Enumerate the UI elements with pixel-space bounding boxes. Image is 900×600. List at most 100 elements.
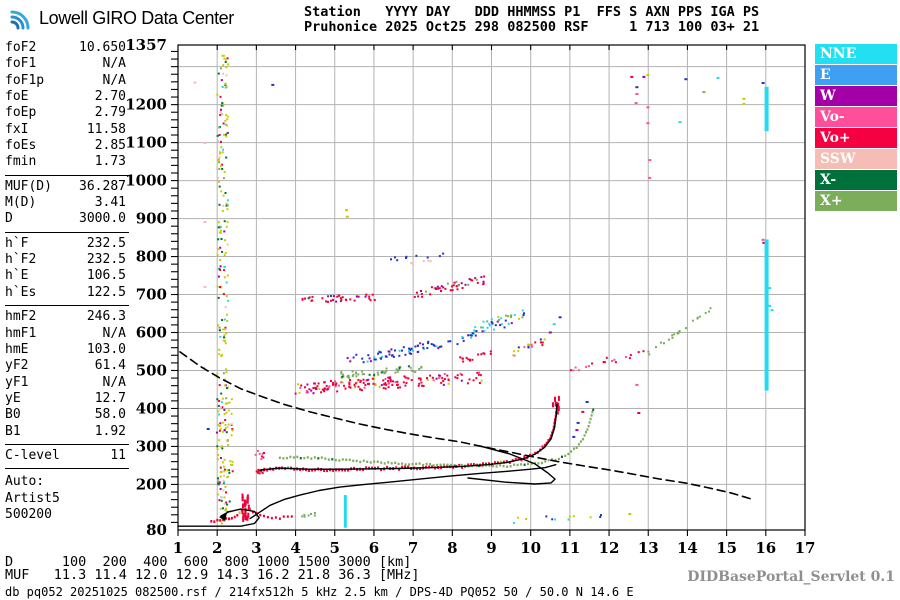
autoscaling-line: Auto: — [5, 474, 45, 490]
didbase-watermark: DIDBasePortal_Servlet 0.1 — [687, 569, 895, 585]
param-label: hmF2 — [5, 309, 37, 325]
param-row: M(D) 3.41 — [5, 195, 126, 211]
gridlines — [178, 45, 805, 530]
param-value: 246.3 — [86, 309, 126, 325]
y-axis-label: 900 — [136, 210, 167, 228]
x-axis-label: 15 — [716, 539, 737, 557]
x-axis-label: 10 — [520, 539, 541, 557]
y-axis-label: 500 — [136, 361, 167, 379]
param-value: N/A — [102, 325, 126, 341]
giro-wave-icon — [10, 10, 30, 30]
param-row: MUF(D) 36.287 — [5, 179, 126, 195]
axis-ticks — [171, 45, 806, 536]
param-value: 2.79 — [94, 105, 126, 121]
y-axis-label: 80 — [146, 521, 167, 539]
echo-direction-legend: NNE E W Vo- Vo+ SSW X- X+ — [815, 44, 897, 212]
legend-item-xplus: X+ — [815, 191, 897, 211]
param-row: yE 12.7 — [5, 391, 126, 407]
x-axis-label: 11 — [559, 539, 580, 557]
rfi-line — [764, 239, 769, 391]
param-label: fmin — [5, 154, 37, 170]
param-row: D 3000.0 — [5, 211, 126, 227]
param-row: foF1 N/A — [5, 56, 126, 72]
param-value: 61.4 — [94, 358, 126, 374]
e-valley-hook-curve — [177, 508, 260, 527]
x-axis-label: 5 — [330, 539, 340, 557]
param-label: hmE — [5, 341, 29, 357]
param-label: foF2 — [5, 40, 37, 55]
logo-text: Lowell GIRO Data Center — [39, 7, 234, 28]
autoscaling-line: Artist5 — [5, 490, 60, 506]
param-label: hmF1 — [5, 325, 37, 341]
legend-item-nne: NNE — [815, 44, 897, 64]
param-label: foF1 — [5, 56, 37, 72]
y-axis-label: 1000 — [125, 172, 167, 190]
muf-scale-row: MUF 11.3 11.4 12.0 12.9 14.3 16.2 21.8 3… — [5, 567, 420, 583]
x-axis-label: 2 — [212, 539, 222, 557]
param-label: h`Es — [5, 284, 37, 300]
y-axis-label: 1200 — [125, 96, 167, 114]
param-value: 232.5 — [86, 235, 126, 251]
param-value: 103.0 — [86, 341, 126, 357]
param-value: 36.287 — [79, 178, 126, 194]
param-label: foEp — [5, 105, 37, 121]
status-line: db pq052 20251025 082500.rsf / 214fx512h… — [5, 585, 634, 599]
legend-item-vominus: Vo- — [815, 107, 897, 127]
x-axis-label: 12 — [599, 539, 620, 557]
param-row: yF2 61.4 — [5, 358, 126, 374]
param-row: B1 1.92 — [5, 424, 126, 440]
true-height-profile-curve — [249, 464, 557, 520]
param-row: hmF1 N/A — [5, 326, 126, 342]
x-axis-label: 14 — [677, 539, 698, 557]
param-row: hmE 103.0 — [5, 342, 126, 358]
param-value: N/A — [102, 56, 126, 72]
param-row: foEp 2.79 — [5, 105, 126, 121]
param-value: 1.73 — [94, 154, 126, 170]
param-label: D — [5, 211, 13, 227]
param-value: 12.7 — [94, 390, 126, 406]
param-label: yE — [5, 390, 21, 406]
x-axis-label: 3 — [251, 539, 261, 557]
param-row: fmin 1.73 — [5, 154, 126, 170]
profile-arrowhead — [219, 511, 228, 521]
param-label: C-level — [5, 447, 60, 463]
y-axis-label: 600 — [136, 324, 167, 342]
param-label: yF2 — [5, 358, 29, 374]
x-axis-label: 13 — [638, 539, 659, 557]
y-axis-label: 1100 — [125, 134, 167, 152]
x-axis-label: 6 — [369, 539, 379, 557]
param-label: foE — [5, 89, 29, 105]
param-value: 10.650 — [79, 40, 126, 55]
x-axis-label: 17 — [795, 539, 816, 557]
echo-points — [193, 54, 774, 525]
x-axis-label: 7 — [408, 539, 418, 557]
autoscaling-info: Auto: Artist5 500200 — [5, 474, 126, 523]
param-value: 122.5 — [86, 284, 126, 300]
station-header-line1: Station YYYY DAY DDD HHMMSS P1 FFS S AXN… — [304, 4, 760, 20]
param-label: foEs — [5, 138, 37, 154]
param-separator — [5, 174, 129, 176]
param-label: h`F2 — [5, 252, 37, 268]
x-axis-label: 8 — [447, 539, 457, 557]
param-value: 11 — [110, 447, 126, 463]
rfi-line — [343, 495, 347, 528]
tangent-hook-curve — [467, 445, 556, 485]
param-value: 3.41 — [94, 195, 126, 211]
legend-item-e: E — [815, 65, 897, 85]
param-label: fxI — [5, 121, 29, 137]
param-row: foF2 10.650 — [5, 40, 126, 56]
legend-item-xminus: X- — [815, 170, 897, 190]
param-row: hmF2 246.3 — [5, 309, 126, 325]
y-axis-label: 200 — [136, 475, 167, 493]
y-axis-label: 800 — [136, 248, 167, 266]
y-axis-label: 1357 — [125, 36, 167, 54]
x-axis-label: 1 — [173, 539, 183, 557]
param-row: h`E 106.5 — [5, 268, 126, 284]
param-separator — [5, 305, 129, 307]
param-value: 1.92 — [94, 423, 126, 439]
param-label: foF1p — [5, 72, 45, 88]
param-value: 106.5 — [86, 268, 126, 284]
param-label: MUF(D) — [5, 178, 52, 194]
